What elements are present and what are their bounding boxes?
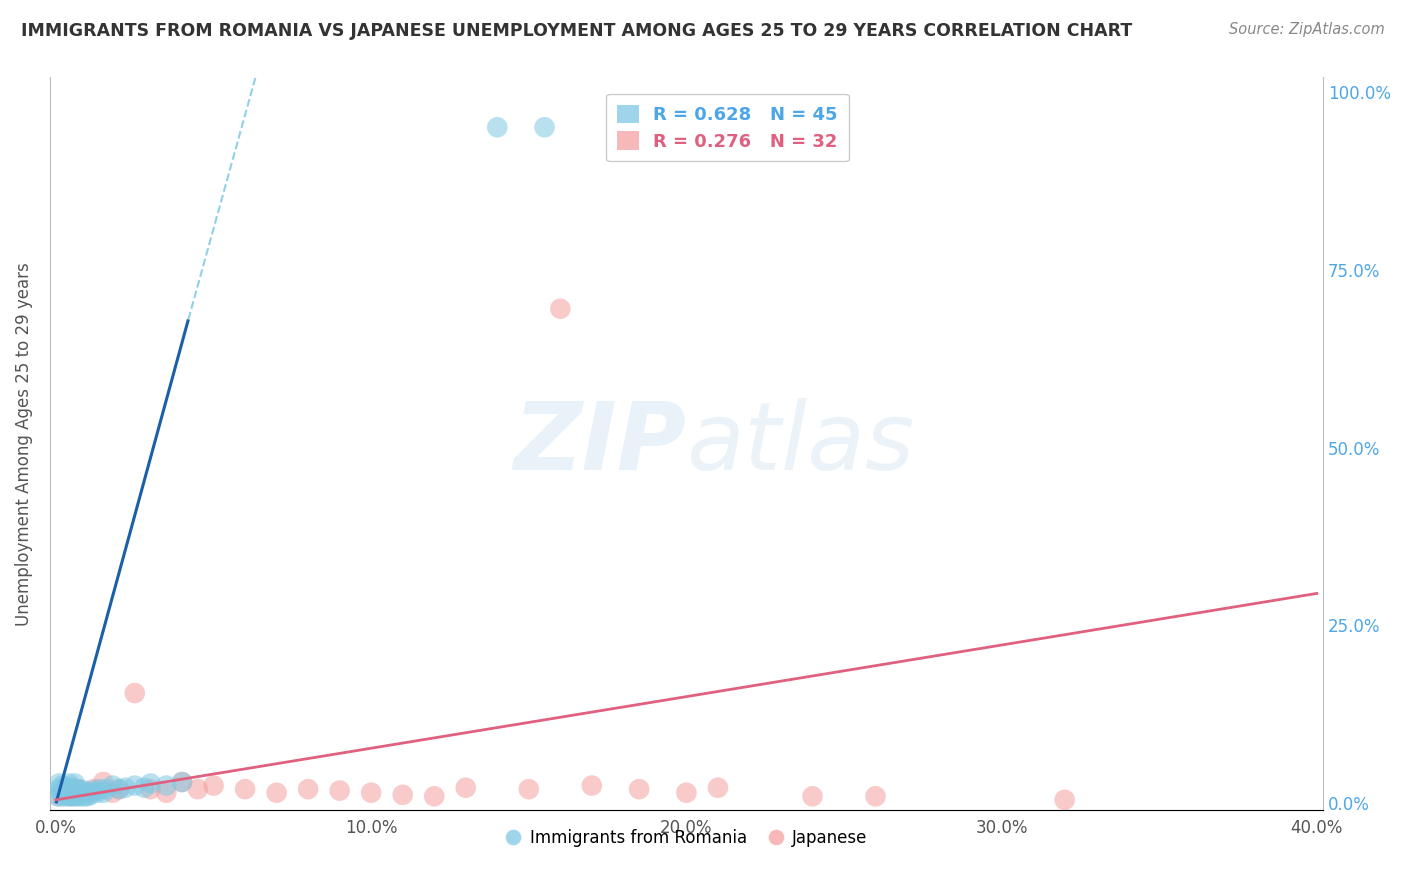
Point xyxy=(124,779,146,793)
Point xyxy=(67,782,90,797)
Point xyxy=(58,782,80,797)
Point xyxy=(170,775,193,789)
Point xyxy=(486,120,509,135)
Point xyxy=(67,786,90,800)
Point xyxy=(63,789,86,804)
Point xyxy=(581,779,603,793)
Text: ZIP: ZIP xyxy=(513,398,686,490)
Point xyxy=(70,789,93,804)
Point xyxy=(58,786,80,800)
Point xyxy=(60,789,83,804)
Point xyxy=(454,780,477,795)
Point xyxy=(233,782,256,797)
Point xyxy=(73,783,96,797)
Point xyxy=(707,780,730,795)
Point xyxy=(108,782,131,797)
Point xyxy=(297,782,319,797)
Point xyxy=(187,782,209,797)
Point xyxy=(134,780,156,795)
Point xyxy=(91,786,114,800)
Text: atlas: atlas xyxy=(686,399,915,490)
Point xyxy=(391,788,413,802)
Point xyxy=(76,786,98,800)
Point xyxy=(51,779,73,793)
Point xyxy=(63,782,86,797)
Text: IMMIGRANTS FROM ROMANIA VS JAPANESE UNEMPLOYMENT AMONG AGES 25 TO 29 YEARS CORRE: IMMIGRANTS FROM ROMANIA VS JAPANESE UNEM… xyxy=(21,22,1132,40)
Point xyxy=(70,785,93,799)
Legend: Immigrants from Romania, Japanese: Immigrants from Romania, Japanese xyxy=(499,822,875,854)
Point xyxy=(51,789,73,804)
Point xyxy=(675,786,697,800)
Point xyxy=(101,786,124,800)
Point xyxy=(58,776,80,790)
Point xyxy=(89,782,111,797)
Point xyxy=(83,783,105,797)
Point xyxy=(1053,793,1076,807)
Point xyxy=(58,789,80,804)
Point xyxy=(60,785,83,799)
Point xyxy=(48,776,70,790)
Point xyxy=(76,789,98,804)
Point xyxy=(139,782,162,797)
Point xyxy=(801,789,824,804)
Point xyxy=(55,789,77,804)
Point xyxy=(533,120,555,135)
Point xyxy=(101,779,124,793)
Point xyxy=(79,788,101,802)
Point xyxy=(91,775,114,789)
Point xyxy=(108,782,131,797)
Point xyxy=(63,776,86,790)
Point xyxy=(51,785,73,799)
Point xyxy=(550,301,572,316)
Point xyxy=(55,780,77,795)
Point xyxy=(63,786,86,800)
Point xyxy=(517,782,540,797)
Point xyxy=(423,789,446,804)
Point xyxy=(155,786,177,800)
Y-axis label: Unemployment Among Ages 25 to 29 years: Unemployment Among Ages 25 to 29 years xyxy=(15,262,32,626)
Point xyxy=(67,789,90,804)
Point xyxy=(55,786,77,800)
Point xyxy=(86,786,108,800)
Point xyxy=(360,786,382,800)
Point xyxy=(170,775,193,789)
Point xyxy=(155,779,177,793)
Point xyxy=(60,780,83,795)
Point xyxy=(46,789,69,804)
Point xyxy=(865,789,887,804)
Point xyxy=(60,789,83,804)
Point xyxy=(628,782,651,797)
Point xyxy=(329,783,352,797)
Point xyxy=(67,782,90,797)
Point xyxy=(124,686,146,700)
Text: Source: ZipAtlas.com: Source: ZipAtlas.com xyxy=(1229,22,1385,37)
Point xyxy=(55,786,77,800)
Point xyxy=(48,789,70,804)
Point xyxy=(83,782,105,797)
Point xyxy=(96,782,118,797)
Point xyxy=(266,786,288,800)
Point xyxy=(73,789,96,804)
Point xyxy=(76,785,98,799)
Point xyxy=(139,776,162,790)
Point xyxy=(202,779,225,793)
Point xyxy=(114,780,136,795)
Point xyxy=(48,782,70,797)
